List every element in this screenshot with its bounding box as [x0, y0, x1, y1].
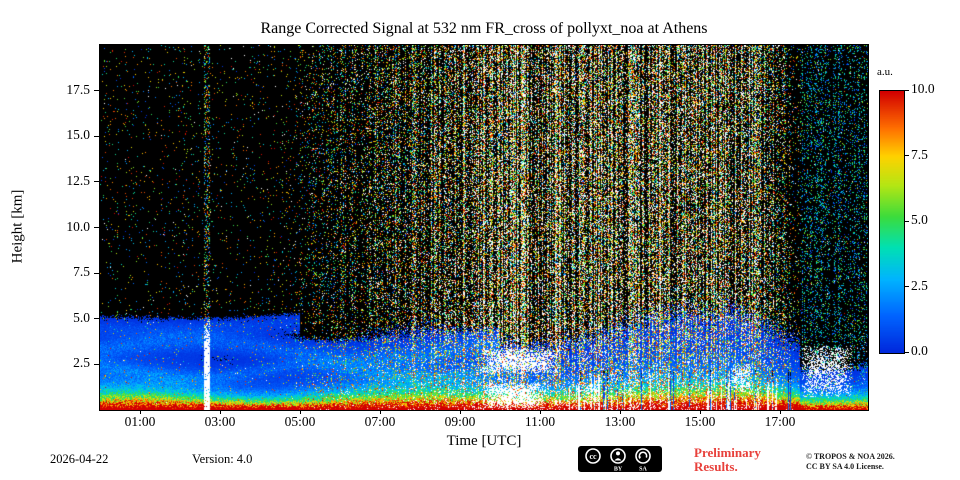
copyright-line2: CC BY SA 4.0 License. [806, 462, 884, 471]
colorbar-tick-mark [905, 155, 909, 156]
x-tick-label: 07:00 [364, 414, 396, 429]
heatmap-canvas [100, 45, 868, 410]
y-tick-label: 10.0 [66, 218, 90, 234]
x-tick-mark [539, 410, 541, 414]
colorbar-tick-label: 10.0 [911, 81, 935, 96]
x-tick-label: 17:00 [764, 414, 796, 429]
x-axis-label: Time [UTC] [446, 433, 522, 449]
x-tick-label: 01:00 [124, 414, 156, 429]
x-tick-label: 11:00 [524, 414, 556, 429]
y-tick-label: 7.5 [73, 264, 90, 280]
y-tick-label: 12.5 [66, 172, 90, 188]
y-tick-label: 17.5 [66, 81, 90, 97]
share-alike-icon [635, 448, 651, 464]
badge-sa-text: SA [639, 467, 647, 473]
colorbar-tick-label: 2.5 [911, 277, 928, 293]
x-tick-mark [619, 410, 621, 414]
colorbar-canvas [880, 91, 904, 353]
preliminary-line1: Preliminary [694, 445, 761, 460]
y-tick-mark [94, 272, 99, 274]
colorbar-tick-mark [905, 286, 909, 287]
version-label: Version: 4.0 [192, 452, 253, 466]
cc-by-sa-license-badge: cc BY SA [578, 446, 662, 472]
cc-icon-text: cc [589, 452, 597, 461]
colorbar-tick-label: 7.5 [911, 146, 928, 162]
y-tick-label: 2.5 [73, 355, 90, 371]
measurement-date: 2026-04-22 [50, 452, 109, 466]
x-tick-mark [379, 410, 381, 414]
preliminary-results-stamp: Preliminary Results. [694, 446, 761, 473]
colorbar-tick-label: 5.0 [911, 212, 928, 227]
y-axis-label: Height [km] [9, 189, 26, 264]
copyright-notice: © TROPOS & NOA 2026. CC BY SA 4.0 Licens… [806, 452, 895, 472]
x-tick-mark [299, 410, 301, 414]
colorbar-tick-mark [905, 220, 909, 222]
colorbar-tick-mark [905, 351, 909, 353]
chart-title: Range Corrected Signal at 532 nm FR_cros… [260, 20, 708, 37]
x-tick-label: 15:00 [684, 414, 716, 429]
x-tick-mark [699, 410, 701, 414]
x-tick-label: 09:00 [444, 414, 476, 429]
preliminary-line2: Results. [694, 458, 738, 474]
plot-area [99, 44, 869, 411]
y-tick-mark [94, 181, 99, 183]
x-tick-mark [779, 410, 781, 414]
badge-by-text: BY [614, 467, 623, 473]
y-tick-mark [94, 227, 99, 228]
colorbar-tick-mark [905, 89, 909, 91]
y-tick-mark [94, 318, 99, 320]
x-tick-label: 03:00 [204, 414, 236, 429]
y-tick-mark [94, 135, 99, 137]
colorbar [879, 90, 905, 354]
x-tick-label: 13:00 [604, 414, 636, 429]
y-tick-mark [94, 363, 99, 365]
copyright-line1: © TROPOS & NOA 2026. [806, 452, 895, 461]
person-icon [610, 448, 626, 464]
colorbar-unit-label: a.u. [877, 66, 893, 78]
colorbar-tick-label: 0.0 [911, 343, 928, 358]
y-tick-label: 5.0 [73, 309, 90, 325]
x-tick-mark [139, 410, 141, 414]
x-tick-mark [459, 410, 461, 414]
cc-icon [585, 448, 601, 464]
y-tick-label: 15.0 [66, 127, 90, 143]
y-tick-mark [94, 90, 99, 92]
x-tick-mark [219, 410, 221, 414]
x-tick-label: 05:00 [284, 414, 316, 429]
